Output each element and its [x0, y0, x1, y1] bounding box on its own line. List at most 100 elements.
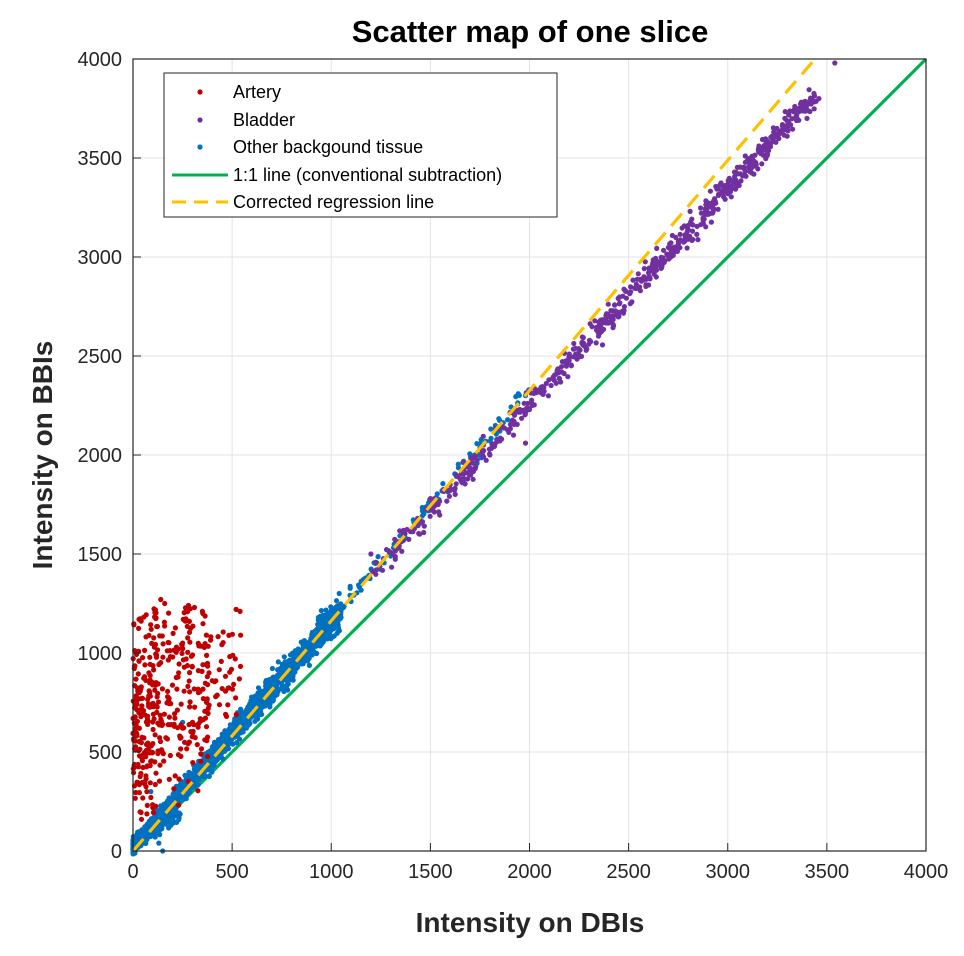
point-artery: [165, 688, 171, 695]
point-bladder: [580, 340, 586, 346]
point-bladder: [397, 528, 403, 534]
point-artery: [154, 694, 160, 700]
point-artery: [178, 734, 184, 741]
point-artery: [227, 654, 233, 660]
point-artery: [185, 635, 191, 641]
point-artery: [176, 802, 182, 808]
point-bladder: [573, 353, 579, 359]
point-artery: [144, 811, 150, 817]
point-background-tissue: [288, 675, 294, 681]
point-background-tissue: [324, 615, 330, 622]
point-bladder: [694, 231, 700, 237]
point-artery: [152, 607, 158, 613]
point-bladder: [707, 188, 714, 194]
legend-label-background: Other backgound tissue: [233, 137, 423, 157]
point-background-tissue: [220, 756, 226, 762]
point-background-tissue: [288, 658, 295, 664]
point-artery: [228, 666, 235, 673]
point-bladder: [689, 216, 695, 222]
point-artery: [137, 773, 143, 780]
point-bladder: [703, 198, 709, 204]
legend-label-artery: Artery: [233, 82, 281, 102]
point-artery: [181, 610, 187, 616]
point-artery: [148, 626, 154, 632]
point-artery: [155, 750, 161, 757]
point-artery: [131, 622, 137, 628]
point-artery: [186, 678, 192, 684]
point-bladder: [703, 224, 709, 230]
point-artery: [219, 686, 225, 692]
point-background-tissue: [172, 792, 178, 799]
point-bladder: [742, 159, 749, 165]
point-artery: [155, 647, 161, 653]
point-artery: [133, 789, 139, 796]
point-artery: [152, 781, 158, 788]
point-background-tissue: [206, 773, 212, 780]
point-artery: [142, 647, 148, 654]
point-bladder: [642, 259, 648, 265]
point-artery: [176, 670, 182, 676]
point-artery: [150, 805, 156, 811]
point-artery: [189, 652, 196, 658]
point-artery: [185, 602, 192, 609]
point-artery: [133, 676, 139, 682]
point-bladder: [788, 122, 794, 128]
point-artery: [197, 716, 203, 722]
point-bladder: [621, 286, 627, 292]
point-artery: [198, 643, 204, 649]
point-bladder: [628, 284, 634, 290]
point-bladder: [738, 178, 744, 184]
point-background-tissue: [312, 628, 318, 634]
point-bladder: [383, 547, 390, 553]
point-background-tissue: [333, 598, 340, 604]
point-artery: [172, 625, 178, 631]
point-artery: [166, 776, 172, 782]
point-bladder: [628, 289, 634, 295]
point-artery: [155, 699, 162, 705]
point-artery: [143, 719, 149, 725]
point-artery: [226, 685, 232, 691]
point-bladder: [470, 460, 476, 466]
point-background-tissue: [337, 615, 343, 621]
point-bladder: [641, 266, 647, 272]
point-artery: [142, 674, 148, 680]
point-bladder: [595, 324, 602, 330]
point-background-tissue: [331, 633, 337, 639]
point-artery: [147, 763, 153, 769]
point-background-tissue: [238, 714, 244, 720]
point-background-tissue: [191, 773, 197, 780]
point-artery: [218, 658, 224, 665]
point-artery: [162, 600, 168, 607]
point-bladder: [808, 101, 814, 107]
point-bladder: [726, 185, 733, 191]
y-tick-label: 500: [89, 742, 122, 764]
point-bladder: [748, 165, 755, 171]
point-artery: [136, 658, 142, 664]
point-artery: [160, 751, 166, 757]
y-tick-label: 2500: [78, 346, 123, 368]
point-background-tissue: [245, 719, 251, 725]
point-background-tissue: [226, 739, 232, 745]
point-background-tissue: [174, 788, 181, 794]
point-bladder: [755, 166, 761, 172]
point-artery: [173, 649, 179, 655]
point-artery: [138, 809, 144, 816]
point-background-tissue: [152, 814, 158, 820]
point-bladder: [437, 498, 443, 504]
point-artery: [199, 668, 205, 675]
point-bladder: [463, 470, 469, 476]
point-bladder: [431, 503, 437, 509]
point-bladder: [756, 143, 762, 149]
point-bladder: [773, 132, 779, 138]
point-background-tissue: [505, 417, 511, 423]
point-background-tissue: [515, 391, 521, 397]
point-artery: [159, 633, 165, 639]
point-artery: [154, 623, 160, 630]
legend-label-bladder: Bladder: [233, 110, 295, 130]
point-artery: [165, 722, 171, 728]
point-background-tissue: [318, 623, 324, 629]
point-artery: [182, 618, 188, 624]
point-bladder: [539, 384, 546, 390]
point-background-tissue: [161, 820, 167, 826]
point-artery: [204, 738, 210, 744]
